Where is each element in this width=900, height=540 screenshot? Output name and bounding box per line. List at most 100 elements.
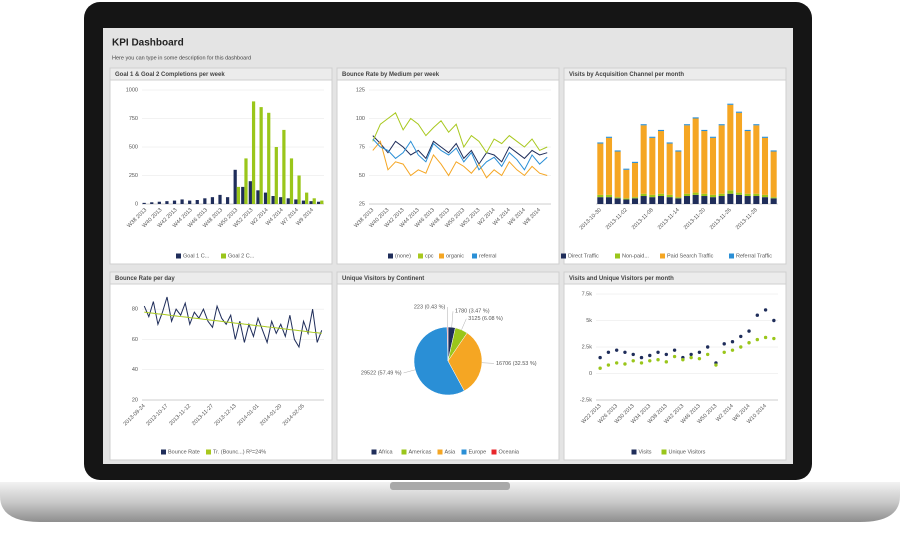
- bar-segment: [744, 196, 751, 204]
- legend-label: Goal 2 C...: [228, 253, 255, 259]
- panel-title: Bounce Rate per day: [115, 276, 175, 282]
- y-tick-label: 0: [589, 371, 592, 377]
- bar: [244, 158, 248, 204]
- bar-segment: [701, 129, 708, 132]
- y-tick-label: 500: [129, 144, 138, 150]
- legend-swatch: [439, 253, 444, 259]
- point: [722, 350, 726, 354]
- bar-segment: [605, 194, 613, 198]
- bar-segment: [597, 194, 604, 198]
- bar-segment: [744, 129, 751, 132]
- legend-label: cpc: [425, 253, 434, 259]
- bar-segment: [735, 194, 743, 204]
- legend-label: organic: [446, 253, 464, 259]
- point: [730, 348, 735, 352]
- y-tick-label: 1000: [126, 87, 138, 93]
- point: [631, 352, 635, 357]
- legend-swatch: [437, 449, 443, 455]
- point: [689, 355, 693, 360]
- point: [639, 355, 644, 360]
- legend-swatch: [561, 253, 566, 259]
- point: [598, 355, 602, 360]
- panel-title-bar: [336, 271, 560, 285]
- bar-segment: [614, 197, 621, 199]
- bar: [195, 200, 199, 204]
- legend-label: Americas: [409, 449, 432, 455]
- bar: [279, 197, 283, 204]
- bar-segment: [701, 131, 708, 194]
- y-tick-label: 5k: [586, 318, 592, 324]
- y-tick-label: 25: [359, 201, 365, 207]
- panel-title: Unique Visitors by Continent: [342, 276, 424, 282]
- bar: [271, 196, 275, 204]
- bar-segment: [631, 197, 639, 199]
- bar-segment: [683, 125, 691, 194]
- charts: Goal 1 & Goal 2 Completions per week0250…: [109, 67, 787, 461]
- panel-bg: [563, 271, 787, 461]
- bar-segment: [683, 193, 691, 197]
- bar: [180, 199, 184, 204]
- legend-swatch: [176, 253, 181, 259]
- point: [763, 335, 768, 340]
- bar-segment: [657, 129, 665, 132]
- point: [631, 359, 635, 363]
- leader-line: [451, 311, 454, 328]
- point: [755, 337, 760, 342]
- point: [697, 356, 702, 361]
- legend-swatch: [161, 449, 166, 455]
- bar: [263, 192, 268, 204]
- data-label: 29522 (57.49 %): [361, 370, 402, 376]
- bar-segment: [623, 199, 630, 204]
- bar: [142, 202, 146, 204]
- point: [722, 342, 726, 346]
- bar: [294, 199, 298, 204]
- point: [623, 350, 627, 354]
- bar: [274, 147, 278, 204]
- hinge-notch: [390, 482, 510, 490]
- bar-segment: [701, 196, 708, 204]
- bar: [150, 202, 154, 204]
- bar: [165, 201, 169, 204]
- legend-label: Paid Search Traffic: [667, 253, 714, 259]
- legend-swatch: [221, 253, 226, 259]
- point: [697, 350, 702, 354]
- bar-segment: [597, 143, 604, 195]
- data-label: 1780 (3.47 %): [455, 309, 490, 315]
- bar-segment: [727, 190, 734, 194]
- bar-segment: [623, 169, 630, 199]
- bar-segment: [675, 150, 682, 152]
- panel: Unique Visitors by Continent 1780 (3.47 %…: [336, 271, 560, 461]
- bar: [210, 197, 215, 204]
- point: [755, 313, 760, 317]
- bar: [256, 190, 260, 204]
- y-tick-label: 7.5k: [582, 291, 593, 297]
- bar-segment: [605, 197, 613, 204]
- legend-label: referral: [479, 253, 496, 259]
- panel-title-bar: [563, 67, 787, 81]
- legend-swatch: [615, 253, 620, 259]
- bar-segment: [623, 198, 630, 200]
- legend-swatch: [206, 449, 211, 455]
- panel: Bounce Rate by Medium per week 25 50 75 100 1…: [336, 67, 560, 265]
- bar: [172, 200, 177, 204]
- bar-segment: [675, 197, 682, 199]
- point: [714, 363, 718, 367]
- bar: [301, 200, 306, 204]
- point: [747, 341, 751, 345]
- bar-segment: [701, 193, 708, 197]
- bar-segment: [709, 194, 717, 198]
- bar: [320, 200, 324, 204]
- bar-segment: [770, 198, 777, 204]
- bar: [248, 181, 252, 204]
- bar-segment: [614, 151, 621, 198]
- panel-bg: [109, 67, 333, 265]
- panel-title: Visits and Unique Visitors per month: [569, 276, 674, 282]
- panel-title-bar: [109, 271, 333, 285]
- bar-segment: [649, 137, 656, 195]
- legend-label: Bounce Rate: [168, 449, 200, 455]
- y-tick-label: 60: [132, 337, 138, 343]
- panel: Goal 1 & Goal 2 Completions per week 0 250…: [109, 67, 333, 265]
- bar-segment: [631, 162, 639, 198]
- leader-line: [481, 362, 494, 364]
